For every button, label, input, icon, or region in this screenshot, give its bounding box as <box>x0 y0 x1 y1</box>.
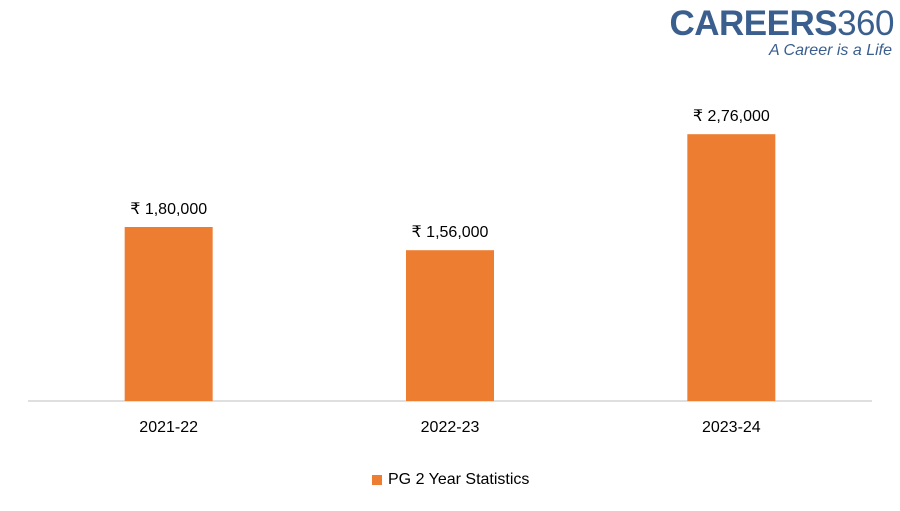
logo-tagline: A Career is a Life <box>768 42 892 59</box>
logo-brand-light: 360 <box>837 4 894 43</box>
logo-brand-bold: CAREERS <box>669 4 838 43</box>
x-tick-label-2023-24: 2023-24 <box>702 419 761 436</box>
data-label-2023-24: ₹ 2,76,000 <box>693 108 770 125</box>
bar-2021-22 <box>124 227 213 401</box>
bar-2023-24 <box>687 134 776 401</box>
careers360-logo: CAREERS360 A Career is a Life <box>669 4 896 64</box>
legend-label: PG 2 Year Statistics <box>388 471 530 488</box>
x-tick-label-2021-22: 2021-22 <box>139 419 198 436</box>
logo-wordmark: CAREERS360 <box>669 4 894 44</box>
chart-legend: PG 2 Year Statistics <box>372 468 529 492</box>
data-label-2022-23: ₹ 1,56,000 <box>412 224 489 241</box>
data-label-2021-22: ₹ 1,80,000 <box>130 201 207 218</box>
legend-swatch <box>372 475 382 485</box>
x-tick-label-2022-23: 2022-23 <box>421 419 480 436</box>
bar-2022-23 <box>406 250 494 401</box>
